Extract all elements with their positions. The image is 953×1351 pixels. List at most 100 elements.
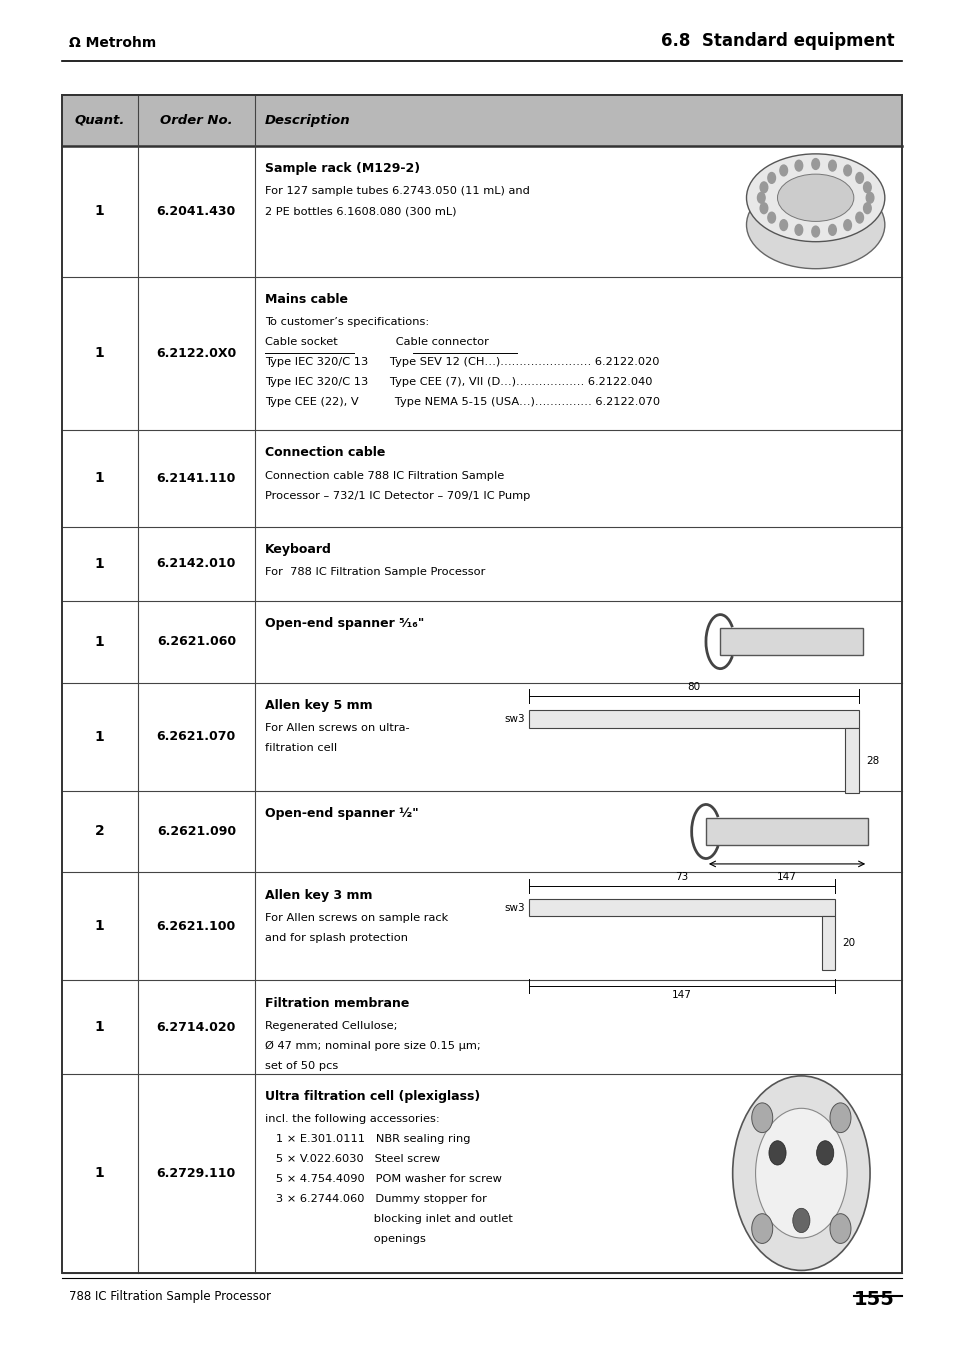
Text: 6.2122.0X0: 6.2122.0X0 [156, 347, 236, 359]
Text: 1: 1 [94, 346, 105, 361]
Circle shape [768, 1140, 785, 1165]
Ellipse shape [777, 174, 853, 222]
Text: 6.2621.070: 6.2621.070 [156, 730, 235, 743]
Polygon shape [529, 900, 834, 916]
Circle shape [767, 173, 775, 184]
Text: For Allen screws on ultra-: For Allen screws on ultra- [264, 723, 409, 734]
Text: openings: openings [264, 1235, 425, 1244]
Circle shape [755, 1108, 846, 1238]
Text: 1: 1 [94, 471, 105, 485]
Circle shape [794, 224, 801, 235]
Text: Processor – 732/1 IC Detector – 709/1 IC Pump: Processor – 732/1 IC Detector – 709/1 IC… [264, 490, 530, 501]
Text: To customer’s specifications:: To customer’s specifications: [264, 317, 429, 327]
Polygon shape [821, 916, 834, 970]
Text: Ultra filtration cell (plexiglass): Ultra filtration cell (plexiglass) [264, 1090, 479, 1102]
Circle shape [828, 224, 836, 235]
Circle shape [792, 1208, 809, 1232]
Text: 6.2142.010: 6.2142.010 [156, 557, 235, 570]
Circle shape [811, 226, 819, 236]
Text: 1 × E.301.0111   NBR sealing ring: 1 × E.301.0111 NBR sealing ring [264, 1135, 470, 1144]
Text: Mains cable: Mains cable [264, 293, 347, 305]
Text: 73: 73 [675, 871, 688, 882]
Text: and for splash protection: and for splash protection [264, 934, 407, 943]
Text: 1: 1 [94, 920, 105, 934]
Circle shape [855, 173, 862, 184]
Bar [62, 95, 901, 1273]
Text: For  788 IC Filtration Sample Processor: For 788 IC Filtration Sample Processor [264, 567, 484, 577]
Text: Cable socket                Cable connector: Cable socket Cable connector [264, 338, 488, 347]
Text: 5 × 4.754.4090   POM washer for screw: 5 × 4.754.4090 POM washer for screw [264, 1174, 501, 1185]
Text: 155: 155 [853, 1290, 894, 1309]
Text: 28: 28 [865, 755, 879, 766]
Text: sw3: sw3 [503, 713, 524, 724]
Text: Description: Description [264, 113, 350, 127]
Text: 6.2621.060: 6.2621.060 [156, 635, 235, 648]
Text: Ø 47 mm; nominal pore size 0.15 μm;: Ø 47 mm; nominal pore size 0.15 μm; [264, 1042, 480, 1051]
Text: Filtration membrane: Filtration membrane [264, 997, 409, 1009]
Text: Allen key 3 mm: Allen key 3 mm [264, 889, 372, 901]
Text: 1: 1 [94, 1020, 105, 1034]
Text: 147: 147 [777, 871, 796, 882]
Circle shape [732, 1075, 869, 1270]
Text: Type IEC 320/C 13      Type SEV 12 (CH…)…………………… 6.2122.020: Type IEC 320/C 13 Type SEV 12 (CH…)……………… [264, 357, 659, 367]
Text: For 127 sample tubes 6.2743.050 (11 mL) and: For 127 sample tubes 6.2743.050 (11 mL) … [264, 186, 529, 196]
Ellipse shape [745, 181, 883, 269]
Text: set of 50 pcs: set of 50 pcs [264, 1061, 337, 1071]
Text: sw3: sw3 [503, 902, 524, 912]
Text: Type CEE (22), V          Type NEMA 5-15 (USA…)…………… 6.2122.070: Type CEE (22), V Type NEMA 5-15 (USA…)……… [264, 397, 659, 407]
Circle shape [862, 182, 870, 193]
Text: 3 × 6.2744.060   Dummy stopper for: 3 × 6.2744.060 Dummy stopper for [264, 1194, 486, 1204]
Bar [62, 95, 901, 1273]
Circle shape [862, 203, 870, 213]
Text: blocking inlet and outlet: blocking inlet and outlet [264, 1215, 512, 1224]
Circle shape [855, 212, 862, 223]
Text: Allen key 5 mm: Allen key 5 mm [264, 698, 372, 712]
Text: 147: 147 [672, 990, 691, 1000]
Polygon shape [529, 709, 858, 728]
Circle shape [760, 203, 767, 213]
Circle shape [828, 161, 836, 172]
Circle shape [757, 192, 764, 203]
Text: 5 × V.022.6030   Steel screw: 5 × V.022.6030 Steel screw [264, 1154, 439, 1165]
Circle shape [829, 1102, 850, 1132]
Text: 6.2621.090: 6.2621.090 [156, 825, 235, 838]
Text: Open-end spanner ⁵⁄₁₆": Open-end spanner ⁵⁄₁₆" [264, 617, 423, 630]
Circle shape [829, 1213, 850, 1243]
Circle shape [779, 165, 786, 176]
Ellipse shape [745, 154, 883, 242]
Text: Open-end spanner ½": Open-end spanner ½" [264, 807, 418, 820]
Circle shape [794, 161, 801, 172]
Text: 20: 20 [841, 938, 855, 947]
Text: 788 IC Filtration Sample Processor: 788 IC Filtration Sample Processor [69, 1290, 271, 1304]
Text: 6.2041.430: 6.2041.430 [156, 205, 235, 218]
Polygon shape [720, 628, 862, 655]
Circle shape [816, 1140, 833, 1165]
Circle shape [843, 220, 851, 231]
Circle shape [760, 182, 767, 193]
Text: Order No.: Order No. [160, 113, 233, 127]
Text: 1: 1 [94, 1166, 105, 1181]
Circle shape [865, 192, 873, 203]
Text: filtration cell: filtration cell [264, 743, 336, 753]
Text: 6.2729.110: 6.2729.110 [156, 1167, 235, 1179]
Text: incl. the following accessories:: incl. the following accessories: [264, 1115, 439, 1124]
Text: Connection cable 788 IC Filtration Sample: Connection cable 788 IC Filtration Sampl… [264, 470, 503, 481]
Text: Ω Metrohm: Ω Metrohm [69, 36, 155, 50]
Text: 1: 1 [94, 730, 105, 743]
Text: Keyboard: Keyboard [264, 543, 331, 557]
Bar [62, 95, 901, 146]
Text: For Allen screws on sample rack: For Allen screws on sample rack [264, 913, 447, 923]
Circle shape [751, 1213, 772, 1243]
Circle shape [843, 165, 851, 176]
Circle shape [811, 158, 819, 169]
Circle shape [751, 1102, 772, 1132]
Polygon shape [844, 728, 858, 793]
Circle shape [767, 212, 775, 223]
Text: 6.2621.100: 6.2621.100 [156, 920, 235, 934]
Text: 1: 1 [94, 635, 105, 648]
Text: 2 PE bottles 6.1608.080 (300 mL): 2 PE bottles 6.1608.080 (300 mL) [264, 207, 456, 216]
Text: Connection cable: Connection cable [264, 446, 385, 459]
Text: Sample rack (M129-2): Sample rack (M129-2) [264, 162, 419, 176]
Text: 1: 1 [94, 557, 105, 570]
Text: Regenerated Cellulose;: Regenerated Cellulose; [264, 1021, 396, 1031]
